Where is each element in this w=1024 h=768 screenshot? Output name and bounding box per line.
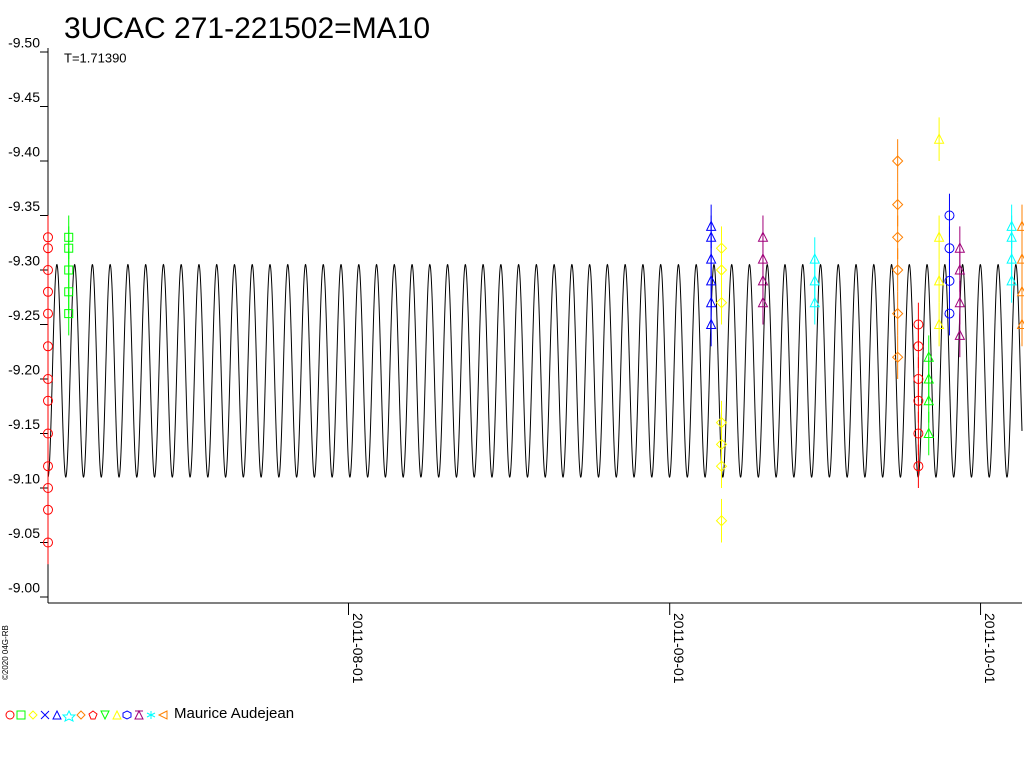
data-point — [715, 296, 728, 309]
data-point — [1016, 220, 1024, 231]
data-point — [944, 308, 955, 319]
data-point — [913, 319, 924, 330]
data-point — [891, 155, 904, 167]
data-point — [809, 252, 821, 264]
data-point — [1006, 252, 1017, 264]
data-point — [891, 231, 904, 244]
data-point — [43, 341, 53, 352]
data-point — [944, 243, 955, 254]
data-point — [923, 372, 935, 384]
data-point — [1016, 252, 1024, 264]
data-point — [954, 329, 966, 340]
x-tick-label: 2011-08-01 — [350, 613, 366, 684]
data-point — [933, 318, 945, 329]
y-tick-label: -9.10 — [8, 471, 40, 487]
data-point — [933, 274, 945, 286]
data-point — [923, 427, 935, 438]
y-tick-label: -9.00 — [8, 580, 40, 596]
data-point — [809, 296, 821, 308]
data-point — [757, 231, 769, 242]
data-point — [809, 274, 821, 286]
data-point — [923, 394, 935, 406]
data-point — [43, 374, 53, 384]
data-point — [757, 274, 769, 286]
data-point — [891, 264, 904, 276]
data-point — [715, 416, 728, 429]
data-point — [913, 374, 924, 384]
data-point — [913, 428, 924, 439]
data-point — [954, 242, 966, 253]
x-tick-label: 2011-09-01 — [671, 613, 687, 684]
data-point — [705, 274, 717, 286]
y-tick-label: -9.05 — [8, 525, 40, 541]
x-tick-label: 2011-10-01 — [982, 613, 998, 684]
y-tick-label: -9.35 — [8, 198, 40, 214]
data-point — [64, 232, 74, 242]
data-point — [757, 252, 769, 264]
data-point — [1006, 220, 1017, 231]
data-point — [891, 307, 904, 320]
legend-symbols — [5, 709, 168, 722]
subtitle: T=1.71390 — [64, 50, 127, 65]
y-tick-label: -9.50 — [8, 35, 40, 51]
data-point — [944, 275, 955, 286]
y-tick-label: -9.40 — [8, 144, 40, 160]
data-point — [1016, 318, 1024, 329]
data-point — [705, 220, 717, 231]
model-curve — [47, 263, 1023, 478]
data-point — [43, 232, 53, 243]
data-point — [715, 460, 728, 472]
data-point — [705, 296, 717, 308]
data-point — [715, 438, 728, 451]
data-point — [715, 514, 728, 527]
data-point — [1006, 274, 1017, 286]
data-point — [923, 351, 935, 362]
data-point — [1016, 285, 1024, 297]
data-point — [715, 242, 728, 254]
data-point — [954, 296, 966, 308]
data-point — [705, 252, 717, 264]
data-point — [891, 351, 904, 363]
legend-label: Maurice Audejean — [174, 705, 294, 722]
y-tick-label: -9.15 — [8, 416, 40, 432]
data-point — [43, 461, 53, 472]
data-point — [43, 428, 53, 439]
data-point — [944, 210, 955, 221]
y-tick-label: -9.25 — [8, 307, 40, 323]
data-point — [43, 537, 53, 548]
data-point — [891, 198, 904, 211]
data-point — [913, 461, 924, 472]
data-point — [933, 133, 945, 144]
y-tick-label: -9.45 — [8, 89, 40, 105]
y-tick-label: -9.30 — [8, 253, 40, 269]
chart-title: 3UCAC 271-221502=MA10 — [64, 12, 430, 45]
data-point — [933, 231, 945, 242]
data-point — [757, 296, 769, 308]
data-point — [954, 263, 966, 275]
credit: ©2020 04G-RB — [1, 625, 10, 680]
data-point — [705, 318, 717, 329]
y-tick-label: -9.20 — [8, 362, 40, 378]
data-point — [715, 264, 728, 276]
